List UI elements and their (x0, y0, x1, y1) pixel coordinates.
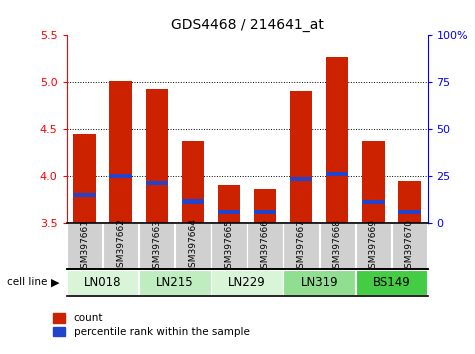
Text: GSM397664: GSM397664 (189, 218, 197, 274)
Text: GSM397668: GSM397668 (333, 218, 342, 274)
Bar (362, 200, 385, 205)
Bar (181, 141, 204, 223)
Bar (73, 134, 96, 223)
Bar (175, 223, 210, 269)
Bar (145, 181, 168, 185)
Bar (356, 270, 427, 295)
Bar (284, 270, 355, 295)
Title: GDS4468 / 214641_at: GDS4468 / 214641_at (171, 18, 323, 32)
Text: LN229: LN229 (228, 276, 266, 289)
Bar (211, 223, 247, 269)
Bar (398, 181, 421, 223)
Bar (326, 57, 349, 223)
Bar (218, 210, 240, 214)
Legend: count, percentile rank within the sample: count, percentile rank within the sample (53, 313, 249, 337)
Bar (362, 141, 385, 223)
Bar (398, 210, 421, 214)
Text: GSM397662: GSM397662 (116, 218, 125, 274)
Bar (103, 223, 138, 269)
Text: BS149: BS149 (372, 276, 410, 289)
Bar (254, 189, 276, 223)
Text: GSM397669: GSM397669 (369, 218, 378, 274)
Bar (211, 270, 283, 295)
Text: LN018: LN018 (84, 276, 121, 289)
Bar (326, 172, 349, 176)
Bar (109, 174, 132, 178)
Bar (145, 89, 168, 223)
Bar (67, 270, 138, 295)
Text: GSM397661: GSM397661 (80, 218, 89, 274)
Bar (254, 210, 276, 214)
Bar (73, 193, 96, 197)
Bar (218, 184, 240, 223)
Bar (356, 223, 391, 269)
Bar (67, 223, 102, 269)
Text: LN319: LN319 (300, 276, 338, 289)
Text: GSM397667: GSM397667 (297, 218, 305, 274)
Text: LN215: LN215 (156, 276, 194, 289)
Bar (290, 91, 313, 223)
Bar (392, 223, 427, 269)
Text: cell line: cell line (7, 278, 48, 287)
Text: ▶: ▶ (51, 278, 60, 287)
Text: GSM397670: GSM397670 (405, 218, 414, 274)
Text: GSM397666: GSM397666 (261, 218, 269, 274)
Bar (181, 199, 204, 204)
Text: GSM397665: GSM397665 (225, 218, 233, 274)
Bar (139, 223, 174, 269)
Bar (247, 223, 283, 269)
Bar (284, 223, 319, 269)
Bar (139, 270, 210, 295)
Bar (320, 223, 355, 269)
Bar (109, 81, 132, 223)
Bar (290, 177, 313, 181)
Text: GSM397663: GSM397663 (152, 218, 161, 274)
